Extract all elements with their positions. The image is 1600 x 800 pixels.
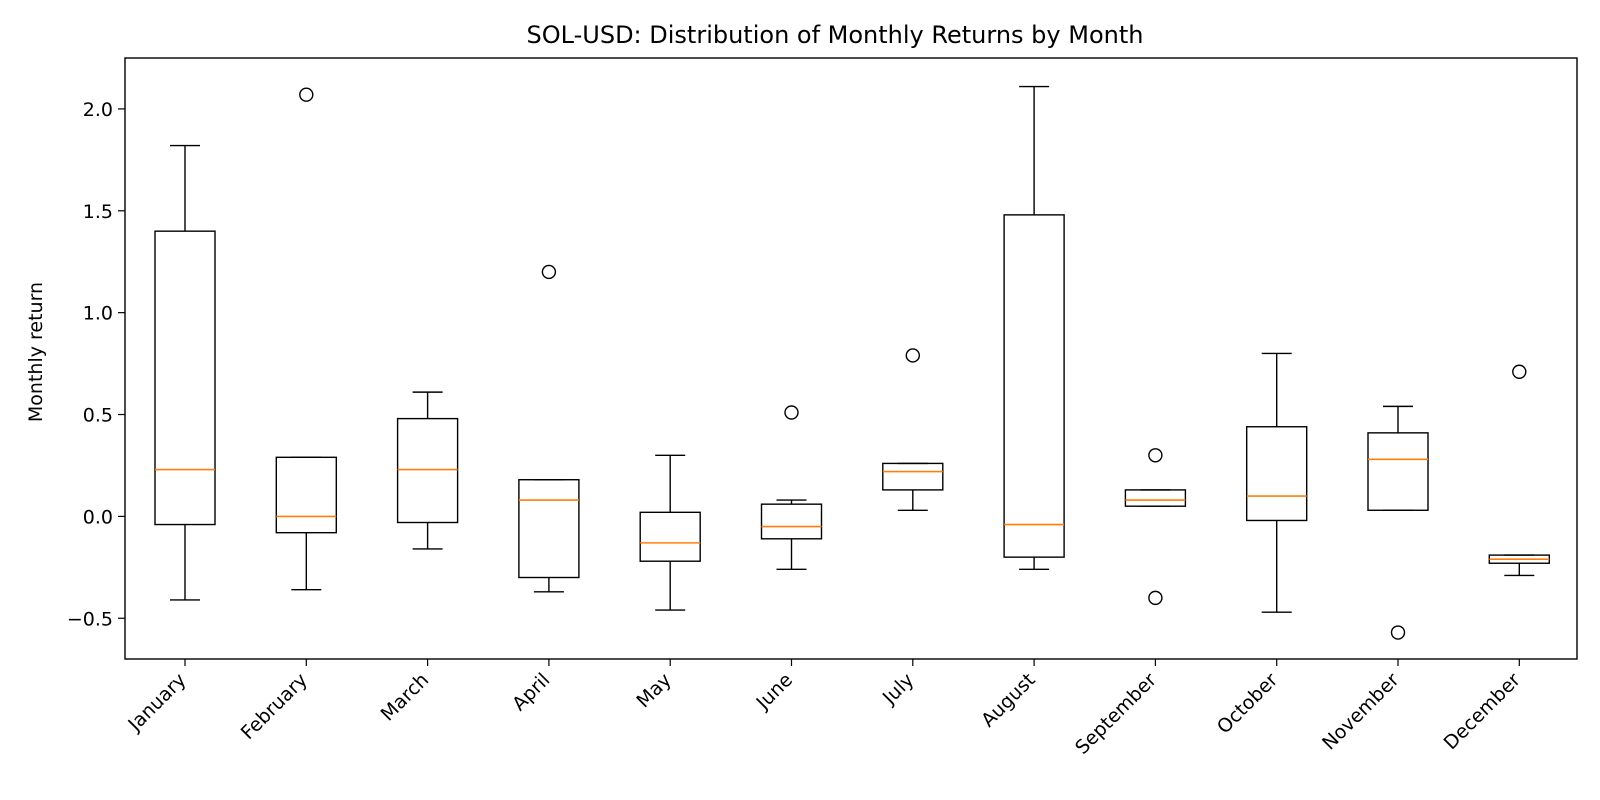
box-march [396,417,459,524]
x-tick-label: March [377,669,434,726]
x-tick-label: July [878,669,918,709]
outlier-point [905,348,920,363]
outlier-point [541,264,557,280]
outlier-point [784,405,799,420]
box-october [1245,426,1308,522]
box-may [639,511,701,562]
x-tick-label: January [123,669,190,736]
x-tick-label: April [508,669,554,715]
y-tick-label: 1.5 [83,201,113,223]
box-november [1367,432,1429,511]
x-tick-label: December [1440,669,1525,754]
chart-title: SOL-USD: Distribution of Monthly Returns… [527,21,1144,49]
box-august [1003,214,1065,558]
x-tick-label: September [1071,669,1161,759]
outlier-point [299,87,314,102]
y-tick-label: 0.0 [83,506,113,528]
box-june [760,503,823,540]
outlier-point [1390,625,1406,640]
x-tick-label: June [752,669,798,715]
x-tick-label: October [1213,669,1282,738]
x-tick-label: May [632,669,675,712]
plot-area: −0.5 0.0 0.5 1.0 1.5 2.0 January February March A… [67,57,1578,759]
x-tick-label: August [977,669,1040,732]
outlier-point [1148,448,1163,463]
y-tick-label: 1.0 [83,303,113,325]
box-february [275,456,337,534]
x-tick-label: February [237,669,312,744]
x-tick-label: November [1318,669,1404,755]
y-tick-label: 0.5 [83,405,113,427]
box-july [882,462,944,491]
y-tick-label: 2.0 [83,99,113,121]
outlier-point [1512,364,1527,379]
y-tick-label: −0.5 [67,608,113,630]
box-september [1124,489,1187,507]
outlier-point [1148,590,1163,606]
y-axis-label: Monthly return [25,282,47,422]
box-january [154,230,216,526]
plot-frame [124,57,1578,660]
box-april [518,479,580,579]
